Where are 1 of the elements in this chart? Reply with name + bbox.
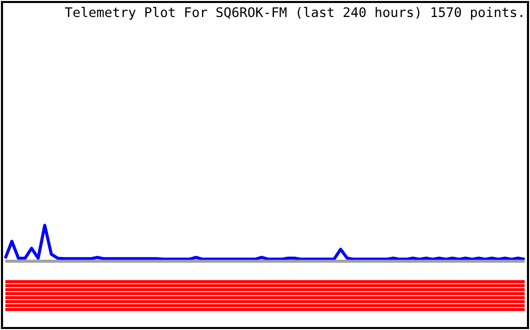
chart-title: Telemetry Plot For SQ6ROK-FM (last 240 hours) 1570 points.: [64, 6, 522, 20]
